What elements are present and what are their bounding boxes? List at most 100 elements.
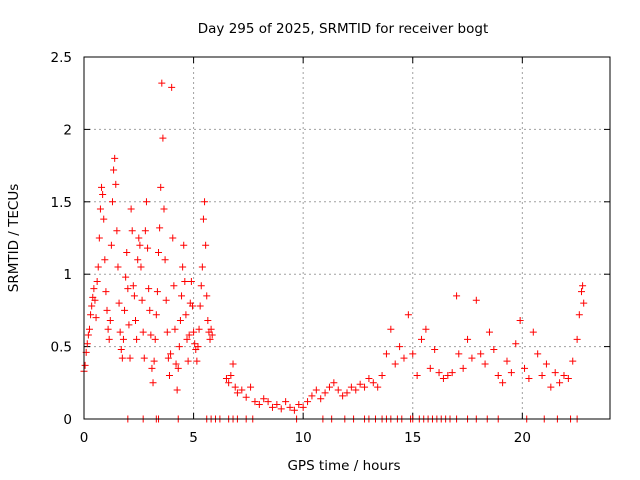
data-point bbox=[204, 317, 212, 325]
data-point bbox=[113, 227, 121, 235]
data-point bbox=[96, 205, 104, 213]
data-point bbox=[85, 325, 93, 333]
data-point bbox=[104, 325, 112, 333]
data-point bbox=[93, 277, 101, 285]
data-point bbox=[116, 328, 124, 336]
data-point bbox=[312, 386, 320, 394]
data-point bbox=[171, 325, 179, 333]
data-point bbox=[242, 393, 250, 401]
grid bbox=[84, 57, 610, 419]
data-point bbox=[334, 386, 342, 394]
data-point bbox=[99, 191, 107, 199]
data-point bbox=[185, 331, 193, 339]
data-point bbox=[158, 79, 166, 87]
data-point bbox=[160, 205, 168, 213]
data-point bbox=[439, 374, 447, 382]
data-point bbox=[81, 361, 89, 369]
data-point bbox=[123, 248, 131, 256]
data-point bbox=[453, 292, 461, 300]
data-point bbox=[134, 256, 142, 264]
data-point bbox=[198, 263, 206, 271]
data-point bbox=[140, 354, 148, 362]
data-point bbox=[191, 340, 199, 348]
data-point bbox=[575, 311, 583, 319]
data-point bbox=[125, 321, 133, 329]
data-point bbox=[356, 380, 364, 388]
data-point bbox=[150, 357, 158, 365]
data-point bbox=[92, 314, 100, 322]
data-point bbox=[183, 335, 191, 343]
data-point bbox=[127, 205, 135, 213]
data-point bbox=[222, 374, 230, 382]
y-tick-label: 2.5 bbox=[51, 50, 72, 66]
data-point bbox=[251, 398, 259, 406]
data-point bbox=[139, 328, 147, 336]
data-point bbox=[163, 328, 171, 336]
data-point bbox=[435, 369, 443, 377]
data-point bbox=[136, 241, 144, 249]
y-axis-label: SRMTID / TECUs bbox=[6, 184, 22, 292]
data-point bbox=[168, 83, 176, 91]
data-point bbox=[573, 335, 581, 343]
data-point bbox=[184, 357, 192, 365]
y-tick-label: 0 bbox=[63, 412, 72, 428]
data-point bbox=[208, 331, 216, 339]
data-point bbox=[157, 183, 165, 191]
data-point bbox=[124, 285, 132, 293]
data-point bbox=[299, 403, 307, 411]
data-point bbox=[207, 325, 215, 333]
data-point bbox=[146, 306, 154, 314]
data-point bbox=[542, 360, 550, 368]
data-point bbox=[400, 354, 408, 362]
data-point bbox=[107, 241, 115, 249]
data-point bbox=[409, 350, 417, 358]
data-point bbox=[378, 372, 386, 380]
data-point bbox=[352, 386, 360, 394]
data-point bbox=[151, 335, 159, 343]
data-point bbox=[448, 369, 456, 377]
y-tick-labels: 0 0.5 1 1.5 2 2.5 bbox=[51, 50, 72, 428]
data-point bbox=[455, 350, 463, 358]
data-point bbox=[387, 325, 395, 333]
data-point bbox=[101, 256, 109, 264]
x-tick-labels: 0 5 10 15 20 bbox=[80, 430, 531, 446]
data-point bbox=[580, 299, 588, 307]
data-point bbox=[129, 282, 137, 290]
data-point bbox=[90, 285, 98, 293]
data-point bbox=[130, 292, 138, 300]
data-point bbox=[182, 311, 190, 319]
data-point bbox=[538, 372, 546, 380]
data-point bbox=[197, 282, 205, 290]
data-point bbox=[195, 325, 203, 333]
data-point bbox=[264, 398, 272, 406]
data-point bbox=[325, 383, 333, 391]
data-point bbox=[485, 328, 493, 336]
y-tick-label: 2 bbox=[63, 122, 72, 138]
data-point bbox=[181, 277, 189, 285]
data-point bbox=[365, 374, 373, 382]
data-point bbox=[260, 395, 268, 403]
plot-frame bbox=[83, 56, 611, 420]
data-point bbox=[268, 403, 276, 411]
data-point bbox=[156, 224, 164, 232]
data-point bbox=[95, 234, 103, 242]
data-point bbox=[516, 317, 524, 325]
data-point bbox=[396, 343, 404, 351]
data-point bbox=[103, 306, 111, 314]
data-point bbox=[579, 282, 587, 290]
data-point bbox=[138, 296, 146, 304]
data-point bbox=[167, 350, 175, 358]
data-point bbox=[330, 379, 338, 387]
data-point bbox=[339, 392, 347, 400]
data-point bbox=[459, 364, 467, 372]
data-point bbox=[343, 389, 351, 397]
x-tick-label: 10 bbox=[295, 430, 312, 446]
data-point bbox=[503, 357, 511, 365]
data-point bbox=[255, 401, 263, 409]
y-tick-label: 1.5 bbox=[51, 195, 72, 211]
chart-title: Day 295 of 2025, SRMTID for receiver bog… bbox=[198, 21, 488, 37]
data-point bbox=[190, 328, 198, 336]
data-point bbox=[468, 354, 476, 362]
data-point bbox=[382, 350, 390, 358]
data-point bbox=[87, 311, 95, 319]
